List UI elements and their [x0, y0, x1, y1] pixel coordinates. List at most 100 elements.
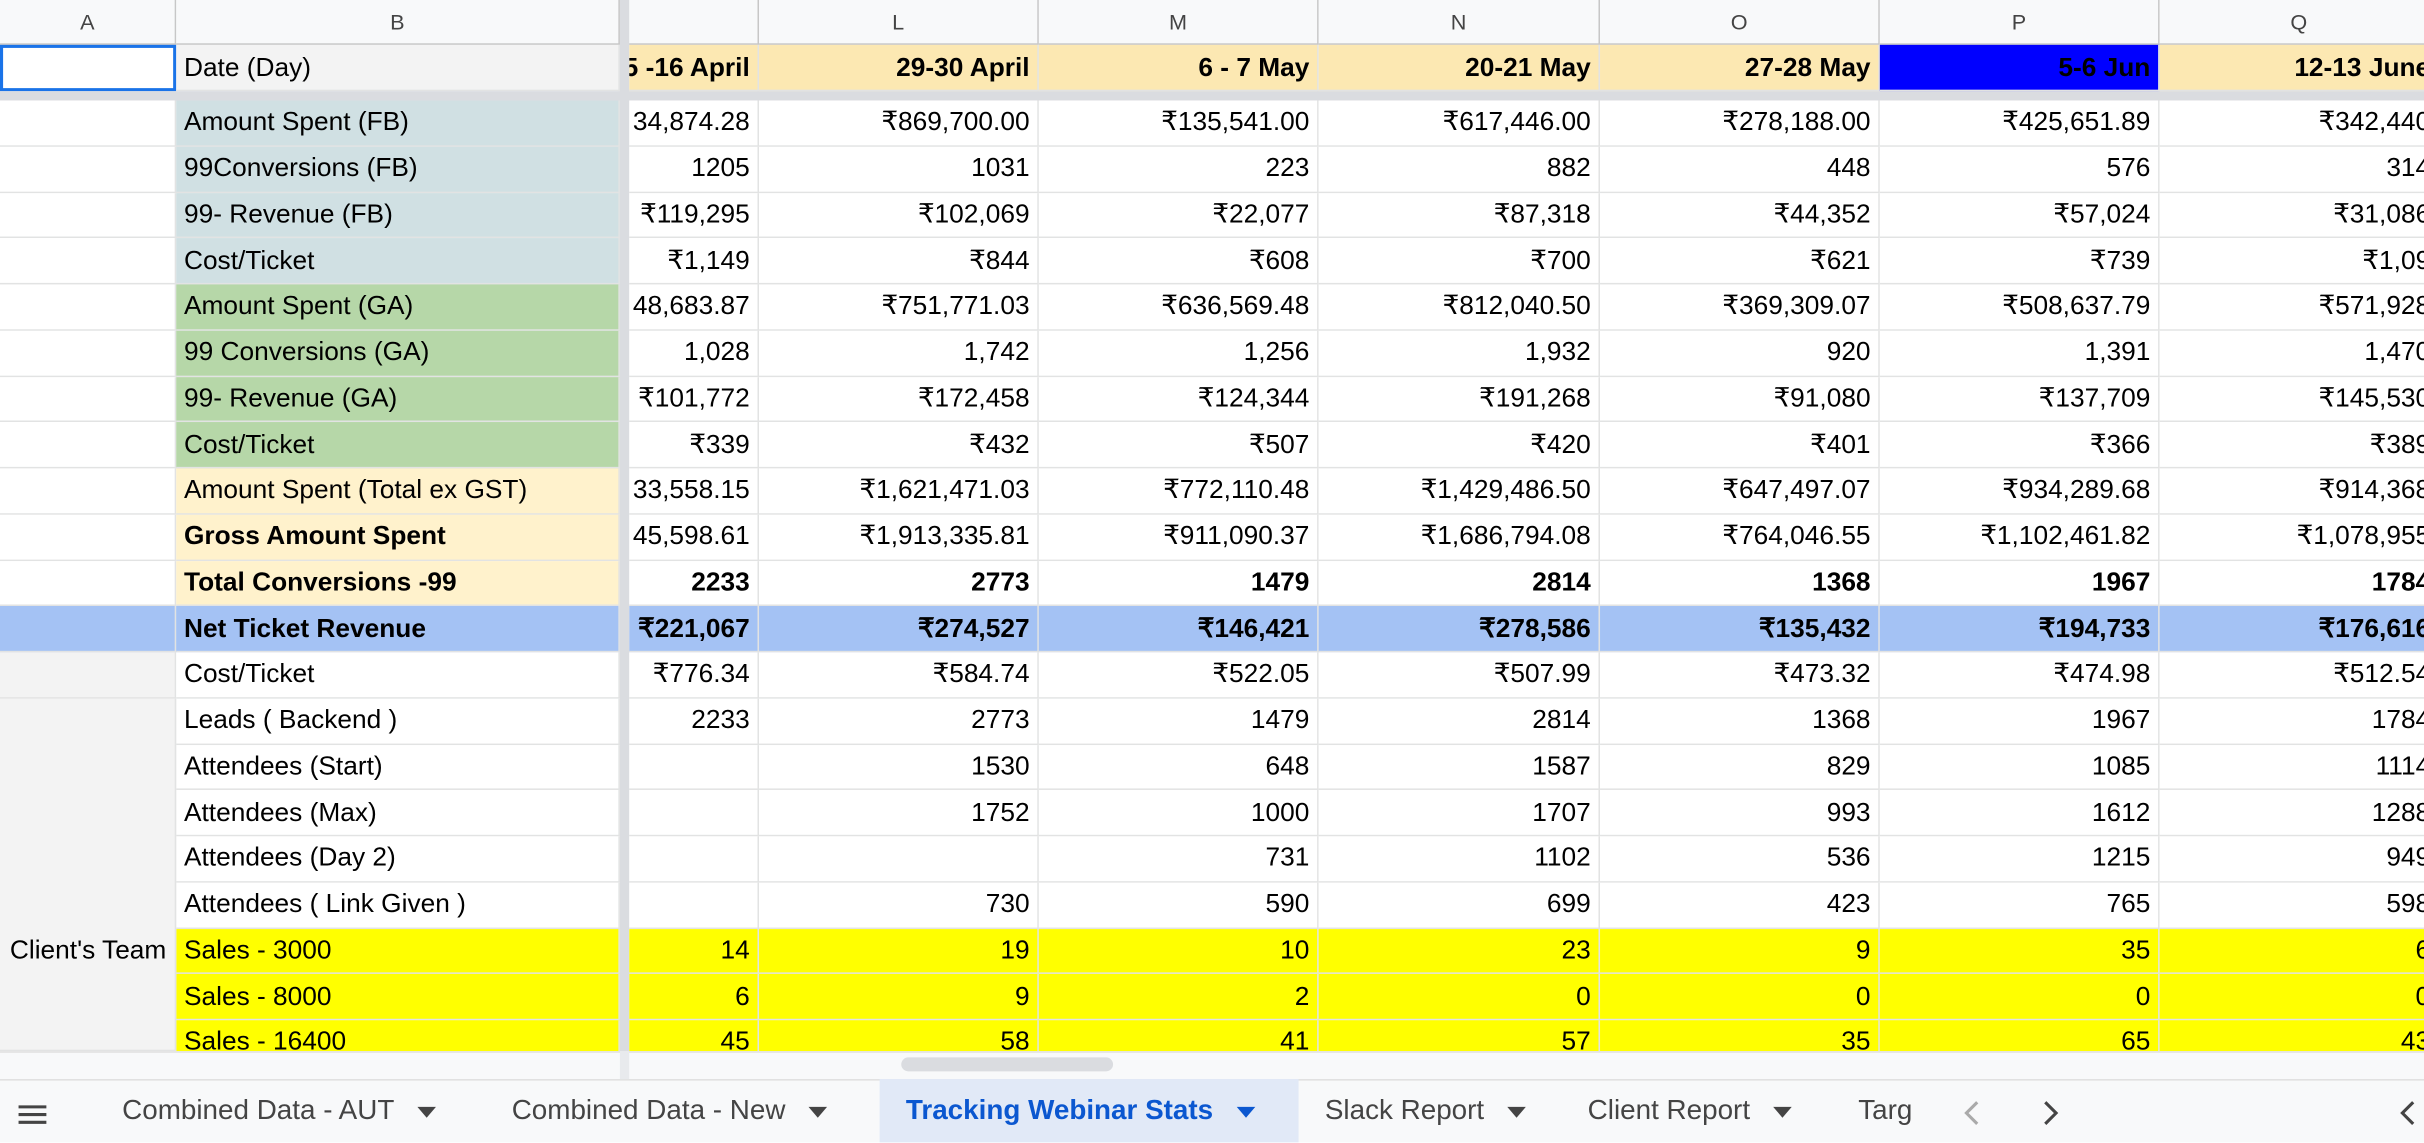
cell[interactable]: ₹636,569.48	[1038, 284, 1319, 331]
cell[interactable]: ₹91,080	[1600, 376, 1880, 423]
cell[interactable]: 223	[1038, 146, 1319, 193]
cell[interactable]	[0, 606, 177, 653]
cell[interactable]: ₹751,771.03	[759, 284, 1039, 331]
cell[interactable]: ₹135,541.00	[1038, 100, 1319, 147]
cell[interactable]: 1587	[1318, 744, 1601, 791]
cell[interactable]: 6	[2159, 928, 2424, 975]
row-label[interactable]: Cost/Ticket	[176, 652, 620, 699]
sheet-tab[interactable]: Slack Report	[1299, 1079, 1562, 1142]
column-header[interactable]: N	[1318, 0, 1601, 45]
tab-menu-arrow[interactable]	[416, 1103, 438, 1118]
cell[interactable]: 33,558.15	[629, 468, 760, 515]
cell[interactable]: 9	[1600, 928, 1880, 975]
cell[interactable]: ₹522.05	[1038, 652, 1319, 699]
cell[interactable]: ₹401	[1600, 422, 1880, 469]
column-header[interactable]: Q	[2159, 0, 2424, 45]
sheet-tab[interactable]: Tracking Webinar Stats	[879, 1079, 1299, 1143]
cell[interactable]: 1784	[2159, 560, 2424, 607]
cell[interactable]: ₹221,067	[629, 606, 760, 653]
cell[interactable]: 35	[1600, 1020, 1880, 1052]
date-cell[interactable]: 5 -16 April	[629, 44, 760, 92]
cell[interactable]	[629, 744, 760, 791]
cell[interactable]: 23	[1318, 928, 1601, 975]
cell[interactable]	[759, 836, 1039, 883]
cell[interactable]	[0, 192, 177, 239]
cell[interactable]: 2233	[629, 560, 760, 607]
cell[interactable]: 1,742	[759, 330, 1039, 377]
row-label[interactable]: 99Conversions (FB)	[176, 146, 620, 193]
cell[interactable]: 34,874.28	[629, 100, 760, 147]
cell[interactable]: 993	[1600, 790, 1880, 837]
cell[interactable]: 1102	[1318, 836, 1601, 883]
row-label[interactable]: Amount Spent (GA)	[176, 284, 620, 331]
cell[interactable]: ₹119,295	[629, 192, 760, 239]
cell[interactable]: ₹764,046.55	[1600, 514, 1880, 561]
column-header[interactable]: A	[0, 0, 177, 45]
cell[interactable]: 1085	[1879, 744, 2160, 791]
cell[interactable]: 1368	[1600, 560, 1880, 607]
cell[interactable]: 1,391	[1879, 330, 2160, 377]
cell[interactable]: 1368	[1600, 698, 1880, 745]
cell[interactable]: 0	[1318, 974, 1601, 1021]
tab-menu-arrow[interactable]	[1506, 1103, 1528, 1118]
cell[interactable]: 2814	[1318, 560, 1601, 607]
cell[interactable]: 1000	[1038, 790, 1319, 837]
cell[interactable]: ₹1,09	[2159, 238, 2424, 285]
row-label[interactable]: Net Ticket Revenue	[176, 606, 620, 653]
cell[interactable]: ₹1,078,955	[2159, 514, 2424, 561]
cell[interactable]: ₹425,651.89	[1879, 100, 2160, 147]
cell[interactable]: ₹1,102,461.82	[1879, 514, 2160, 561]
cell[interactable]: 19	[759, 928, 1039, 975]
cell[interactable]: ₹1,621,471.03	[759, 468, 1039, 515]
cell[interactable]	[0, 284, 177, 331]
column-header[interactable]: B	[176, 0, 620, 45]
cell[interactable]: 1,028	[629, 330, 760, 377]
cell[interactable]: 57	[1318, 1020, 1601, 1052]
cell[interactable]: ₹172,458	[759, 376, 1039, 423]
row-label[interactable]: Total Conversions -99	[176, 560, 620, 607]
tab-menu-arrow[interactable]	[807, 1103, 829, 1118]
cell[interactable]: 1479	[1038, 560, 1319, 607]
cell[interactable]: ₹700	[1318, 238, 1601, 285]
column-header[interactable]: L	[759, 0, 1039, 45]
cell[interactable]: 576	[1879, 146, 2160, 193]
column-header[interactable]: M	[1038, 0, 1319, 45]
date-cell[interactable]: 29-30 April	[759, 44, 1039, 92]
cell[interactable]	[0, 422, 177, 469]
cell[interactable]: 2773	[759, 698, 1039, 745]
cell[interactable]: 648	[1038, 744, 1319, 791]
row-label[interactable]: Gross Amount Spent	[176, 514, 620, 561]
cell[interactable]	[0, 514, 177, 561]
cell[interactable]: ₹1,686,794.08	[1318, 514, 1601, 561]
cell[interactable]: ₹508,637.79	[1879, 284, 2160, 331]
cell[interactable]: 1288	[2159, 790, 2424, 837]
cell[interactable]	[629, 790, 760, 837]
cell[interactable]: ₹914,368	[2159, 468, 2424, 515]
cell[interactable]: 1114	[2159, 744, 2424, 791]
cell[interactable]: ₹776.34	[629, 652, 760, 699]
cell[interactable]: 0	[1600, 974, 1880, 1021]
cell[interactable]: ₹87,318	[1318, 192, 1601, 239]
tab-scroll-left[interactable]	[1957, 1096, 1988, 1130]
cell[interactable]	[0, 238, 177, 285]
row-label[interactable]: Attendees ( Link Given )	[176, 882, 620, 929]
cell[interactable]: ₹608	[1038, 238, 1319, 285]
row-label[interactable]: Attendees (Max)	[176, 790, 620, 837]
cell[interactable]	[0, 100, 177, 147]
cell[interactable]: 41	[1038, 1020, 1319, 1052]
cell[interactable]: 35	[1879, 928, 2160, 975]
row-label[interactable]: Sales - 3000	[176, 928, 620, 975]
column-header[interactable]: O	[1600, 0, 1880, 45]
cell[interactable]: ₹146,421	[1038, 606, 1319, 653]
cell[interactable]: ₹1,913,335.81	[759, 514, 1039, 561]
cell[interactable]: ₹507.99	[1318, 652, 1601, 699]
date-cell[interactable]: 20-21 May	[1318, 44, 1601, 92]
cell[interactable]	[629, 882, 760, 929]
cell[interactable]: 9	[759, 974, 1039, 1021]
cell[interactable]: ₹369,309.07	[1600, 284, 1880, 331]
cell[interactable]: ₹22,077	[1038, 192, 1319, 239]
cell[interactable]	[0, 146, 177, 193]
column-header[interactable]: P	[1879, 0, 2160, 45]
cell[interactable]: ₹102,069	[759, 192, 1039, 239]
side-panel-toggle[interactable]	[2393, 1096, 2424, 1130]
